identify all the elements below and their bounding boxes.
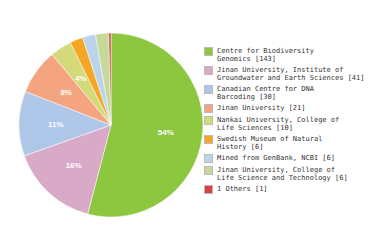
html-text:Mined from GenBank, NCBI [6]: Mined from GenBank, NCBI [6] (217, 153, 335, 162)
html-text:Jinan University [21]: Jinan University [21] (217, 103, 306, 112)
html-text:Jinan University, College of L: Jinan University, College of Life Scienc… (217, 165, 348, 182)
svg-text:11%: 11% (48, 120, 64, 129)
svg-text:54%: 54% (158, 128, 174, 137)
html-text:Centre for Biodiversity Genomi: Centre for Biodiversity Genomics [143] (217, 46, 314, 63)
html-text:1 Others [1]: 1 Others [1] (217, 184, 268, 193)
html-text:Nankai University, College of: Nankai University, College of Life Scien… (217, 115, 340, 132)
html-text:Canadian Centre for DNA Barcod: Canadian Centre for DNA Barcoding [30] (217, 84, 314, 101)
html-text:Swedish Museum of Natural Hist: Swedish Museum of Natural History [6] (217, 134, 323, 151)
svg-text:16%: 16% (66, 161, 82, 170)
svg-text:4%: 4% (75, 74, 87, 83)
html-text:Jinan University, Institute of: Jinan University, Institute of Groundwat… (217, 65, 365, 82)
svg-text:8%: 8% (60, 88, 72, 97)
